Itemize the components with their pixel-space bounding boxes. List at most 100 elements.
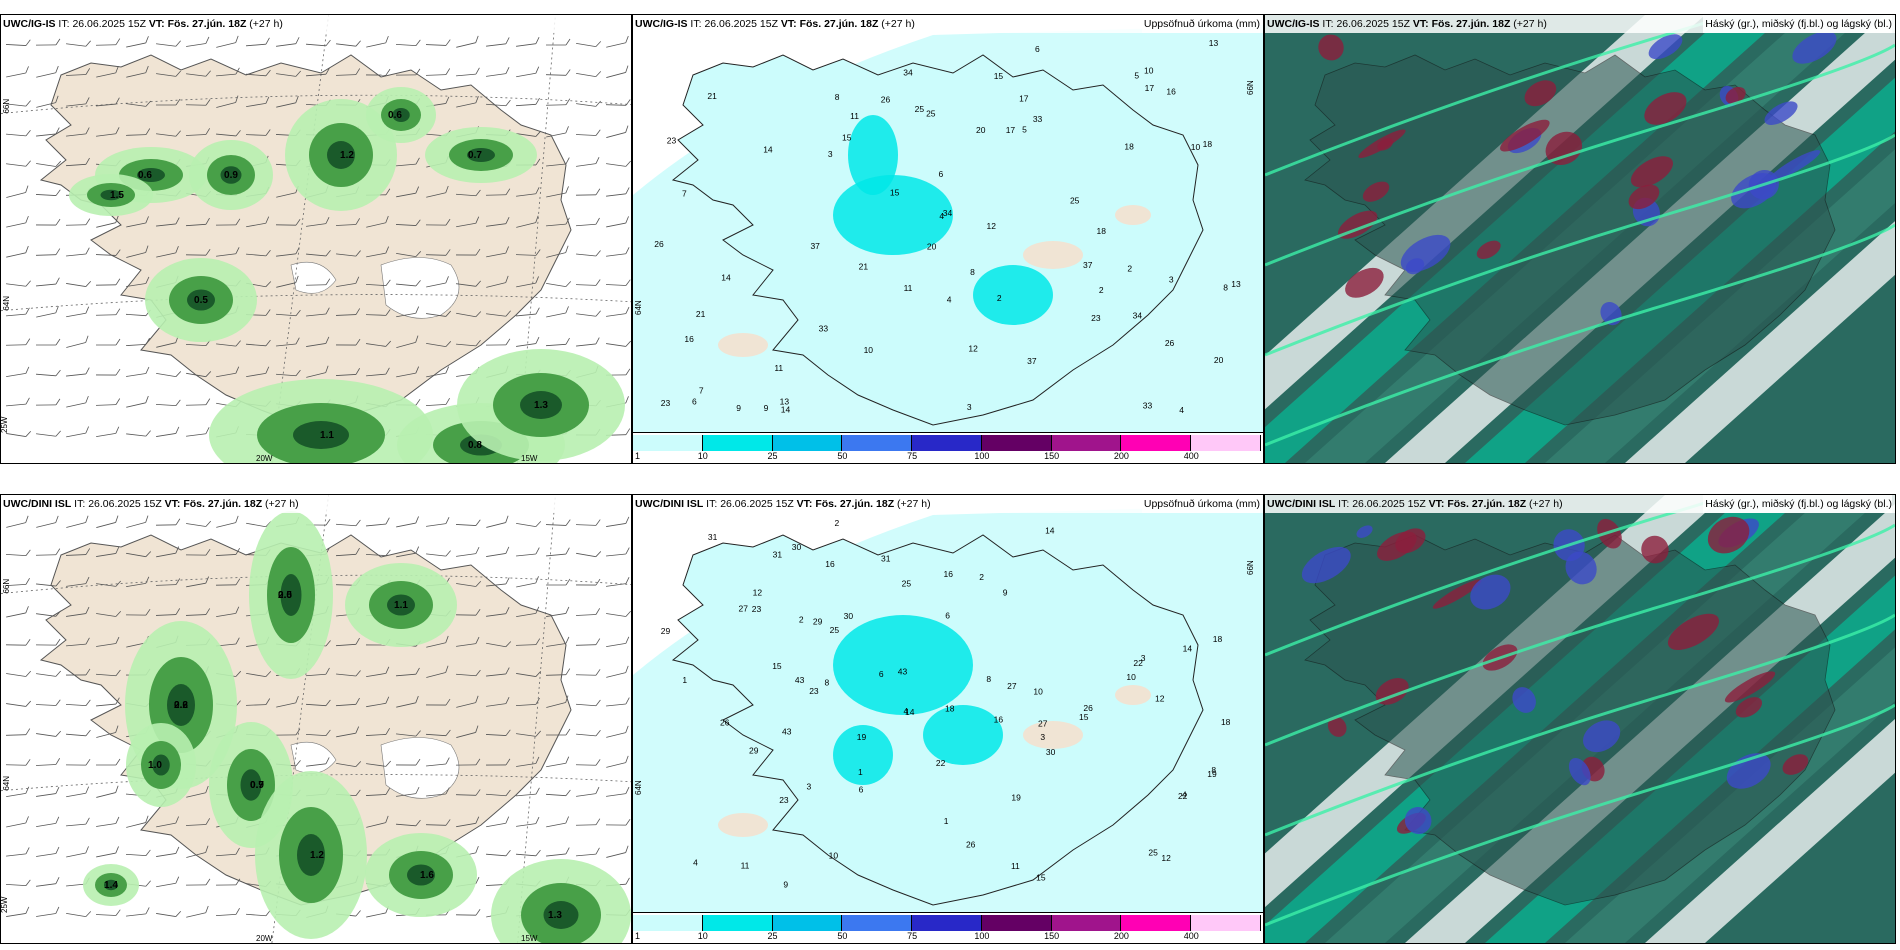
land-patch: [1115, 685, 1151, 705]
mid-cloud-red: [1644, 92, 1687, 125]
wind-barb: [365, 279, 391, 286]
wind-barb: [575, 638, 601, 646]
wind-barb: [575, 669, 601, 676]
wind-barb: [365, 788, 390, 796]
wind-barb: [245, 909, 271, 917]
precip-amount-label: 22: [1133, 658, 1143, 668]
precip-amount-label: 26: [881, 94, 891, 104]
wind-barb: [66, 335, 89, 348]
colorbar-segment: [772, 915, 843, 931]
rain-amount-label: 1.6: [420, 870, 434, 881]
wind-barb: [516, 670, 542, 677]
precip-amount-label: 15: [994, 71, 1004, 81]
wind-barb: [366, 35, 389, 48]
precip-amount-label: 12: [968, 344, 978, 354]
wind-barb: [185, 249, 211, 256]
wind-barb: [96, 697, 120, 707]
lead-time: (+27 h): [249, 18, 283, 30]
precip-amount-label: 23: [752, 604, 762, 614]
precip-amount-label: 22: [936, 758, 946, 768]
wind-barb: [306, 757, 330, 767]
wind-barb: [126, 36, 149, 48]
land-patch: [718, 813, 768, 837]
mid-cloud-blue: [1769, 150, 1821, 182]
wind-barb: [455, 189, 481, 197]
precip-amount-label: 8: [1223, 282, 1228, 292]
wind-barb: [6, 786, 30, 798]
precip-amount-label: 10: [1144, 65, 1154, 75]
cloud-map: [1265, 15, 1895, 463]
lead-time: (+27 h): [1529, 498, 1563, 510]
wind-barb: [306, 250, 331, 257]
lead-time: (+27 h): [1513, 18, 1547, 30]
mid-cloud-blue: [1582, 720, 1621, 753]
colorbar-segment: [772, 435, 843, 451]
wind-barb: [575, 759, 601, 766]
cloud-title: Háský (gr.), miðský (fj.bl.) og lágský (…: [1703, 495, 1892, 513]
precip-medium-area: [833, 175, 953, 255]
precip-amount-label: 17: [1145, 83, 1155, 93]
colorbar-label: 10: [697, 451, 708, 461]
wind-barb: [185, 608, 211, 616]
precip-amount-label: 6: [945, 610, 950, 620]
precip-medium-area: [973, 265, 1053, 325]
rain-amount-label: 0.9: [250, 780, 264, 791]
rain-area-heavy: [280, 574, 302, 616]
rain-amount-label: 0.6: [388, 110, 402, 121]
colorbar-segment: [1051, 915, 1122, 931]
wind-barb: [456, 35, 479, 48]
wind-barb: [156, 816, 180, 828]
wind-barb: [5, 577, 30, 587]
grid-label-lon15: 15W: [521, 454, 538, 463]
wind-barb: [546, 756, 570, 768]
mid-cloud-red: [1630, 156, 1674, 188]
land-patch: [718, 333, 768, 357]
rain-amount-label: 1.0: [148, 760, 162, 771]
precip-medium-area: [833, 615, 973, 715]
wind-barb: [516, 756, 540, 767]
wind-barb: [545, 98, 571, 106]
wind-barb: [66, 426, 90, 438]
wind-barb: [486, 246, 509, 258]
wind-barb: [455, 669, 481, 677]
mid-cloud-red: [1782, 754, 1809, 775]
colorbar-segment: [842, 915, 913, 931]
wind-barb: [395, 219, 421, 226]
precip-amount-label: 25: [1070, 195, 1080, 205]
panel-wind-rain-dini: UWC/DINI ISL IT: 26.06.2025 15Z VT: Fös.…: [0, 494, 632, 944]
precip-amount-label: 16: [944, 569, 954, 579]
wind-barb: [606, 340, 631, 347]
precip-amount-label: 7: [699, 385, 704, 395]
wind-barb: [125, 849, 151, 857]
precip-amount-label: 20: [927, 242, 937, 252]
wind-barb: [426, 366, 450, 378]
wind-barb: [126, 430, 151, 437]
wind-barb: [336, 670, 361, 677]
panel-header: UWC/DINI ISL IT: 26.06.2025 15Z VT: Fös.…: [633, 495, 1263, 513]
wind-barb: [425, 249, 451, 256]
wind-barb: [35, 638, 61, 646]
wind-barb: [95, 249, 121, 256]
wind-barb: [486, 310, 511, 317]
wind-barb: [455, 609, 481, 616]
rain-amount-label: 1.1: [394, 600, 408, 611]
precip-amount-label: 2: [1099, 285, 1104, 295]
wind-barb: [36, 160, 62, 167]
wind-barb: [156, 876, 180, 888]
wind-barb: [576, 729, 601, 737]
wind-barb: [6, 847, 30, 857]
rain-amount-label: 2.2: [174, 700, 188, 711]
rain-amount-label: 0.8: [468, 440, 482, 451]
colorbar-label: 150: [1044, 451, 1060, 461]
mid-cloud-blue: [1356, 525, 1373, 538]
valid-label: VT:: [780, 18, 797, 30]
iceland-outline: [1304, 54, 1836, 426]
wind-barb: [516, 521, 542, 528]
wind-barb: [66, 515, 89, 528]
wind-barb: [396, 819, 421, 827]
wind-barb: [605, 279, 631, 286]
wind-barb: [456, 816, 480, 828]
precip-amount-label: 1: [858, 767, 863, 777]
wind-barb: [215, 847, 240, 857]
mid-cloud-red: [1327, 716, 1347, 737]
